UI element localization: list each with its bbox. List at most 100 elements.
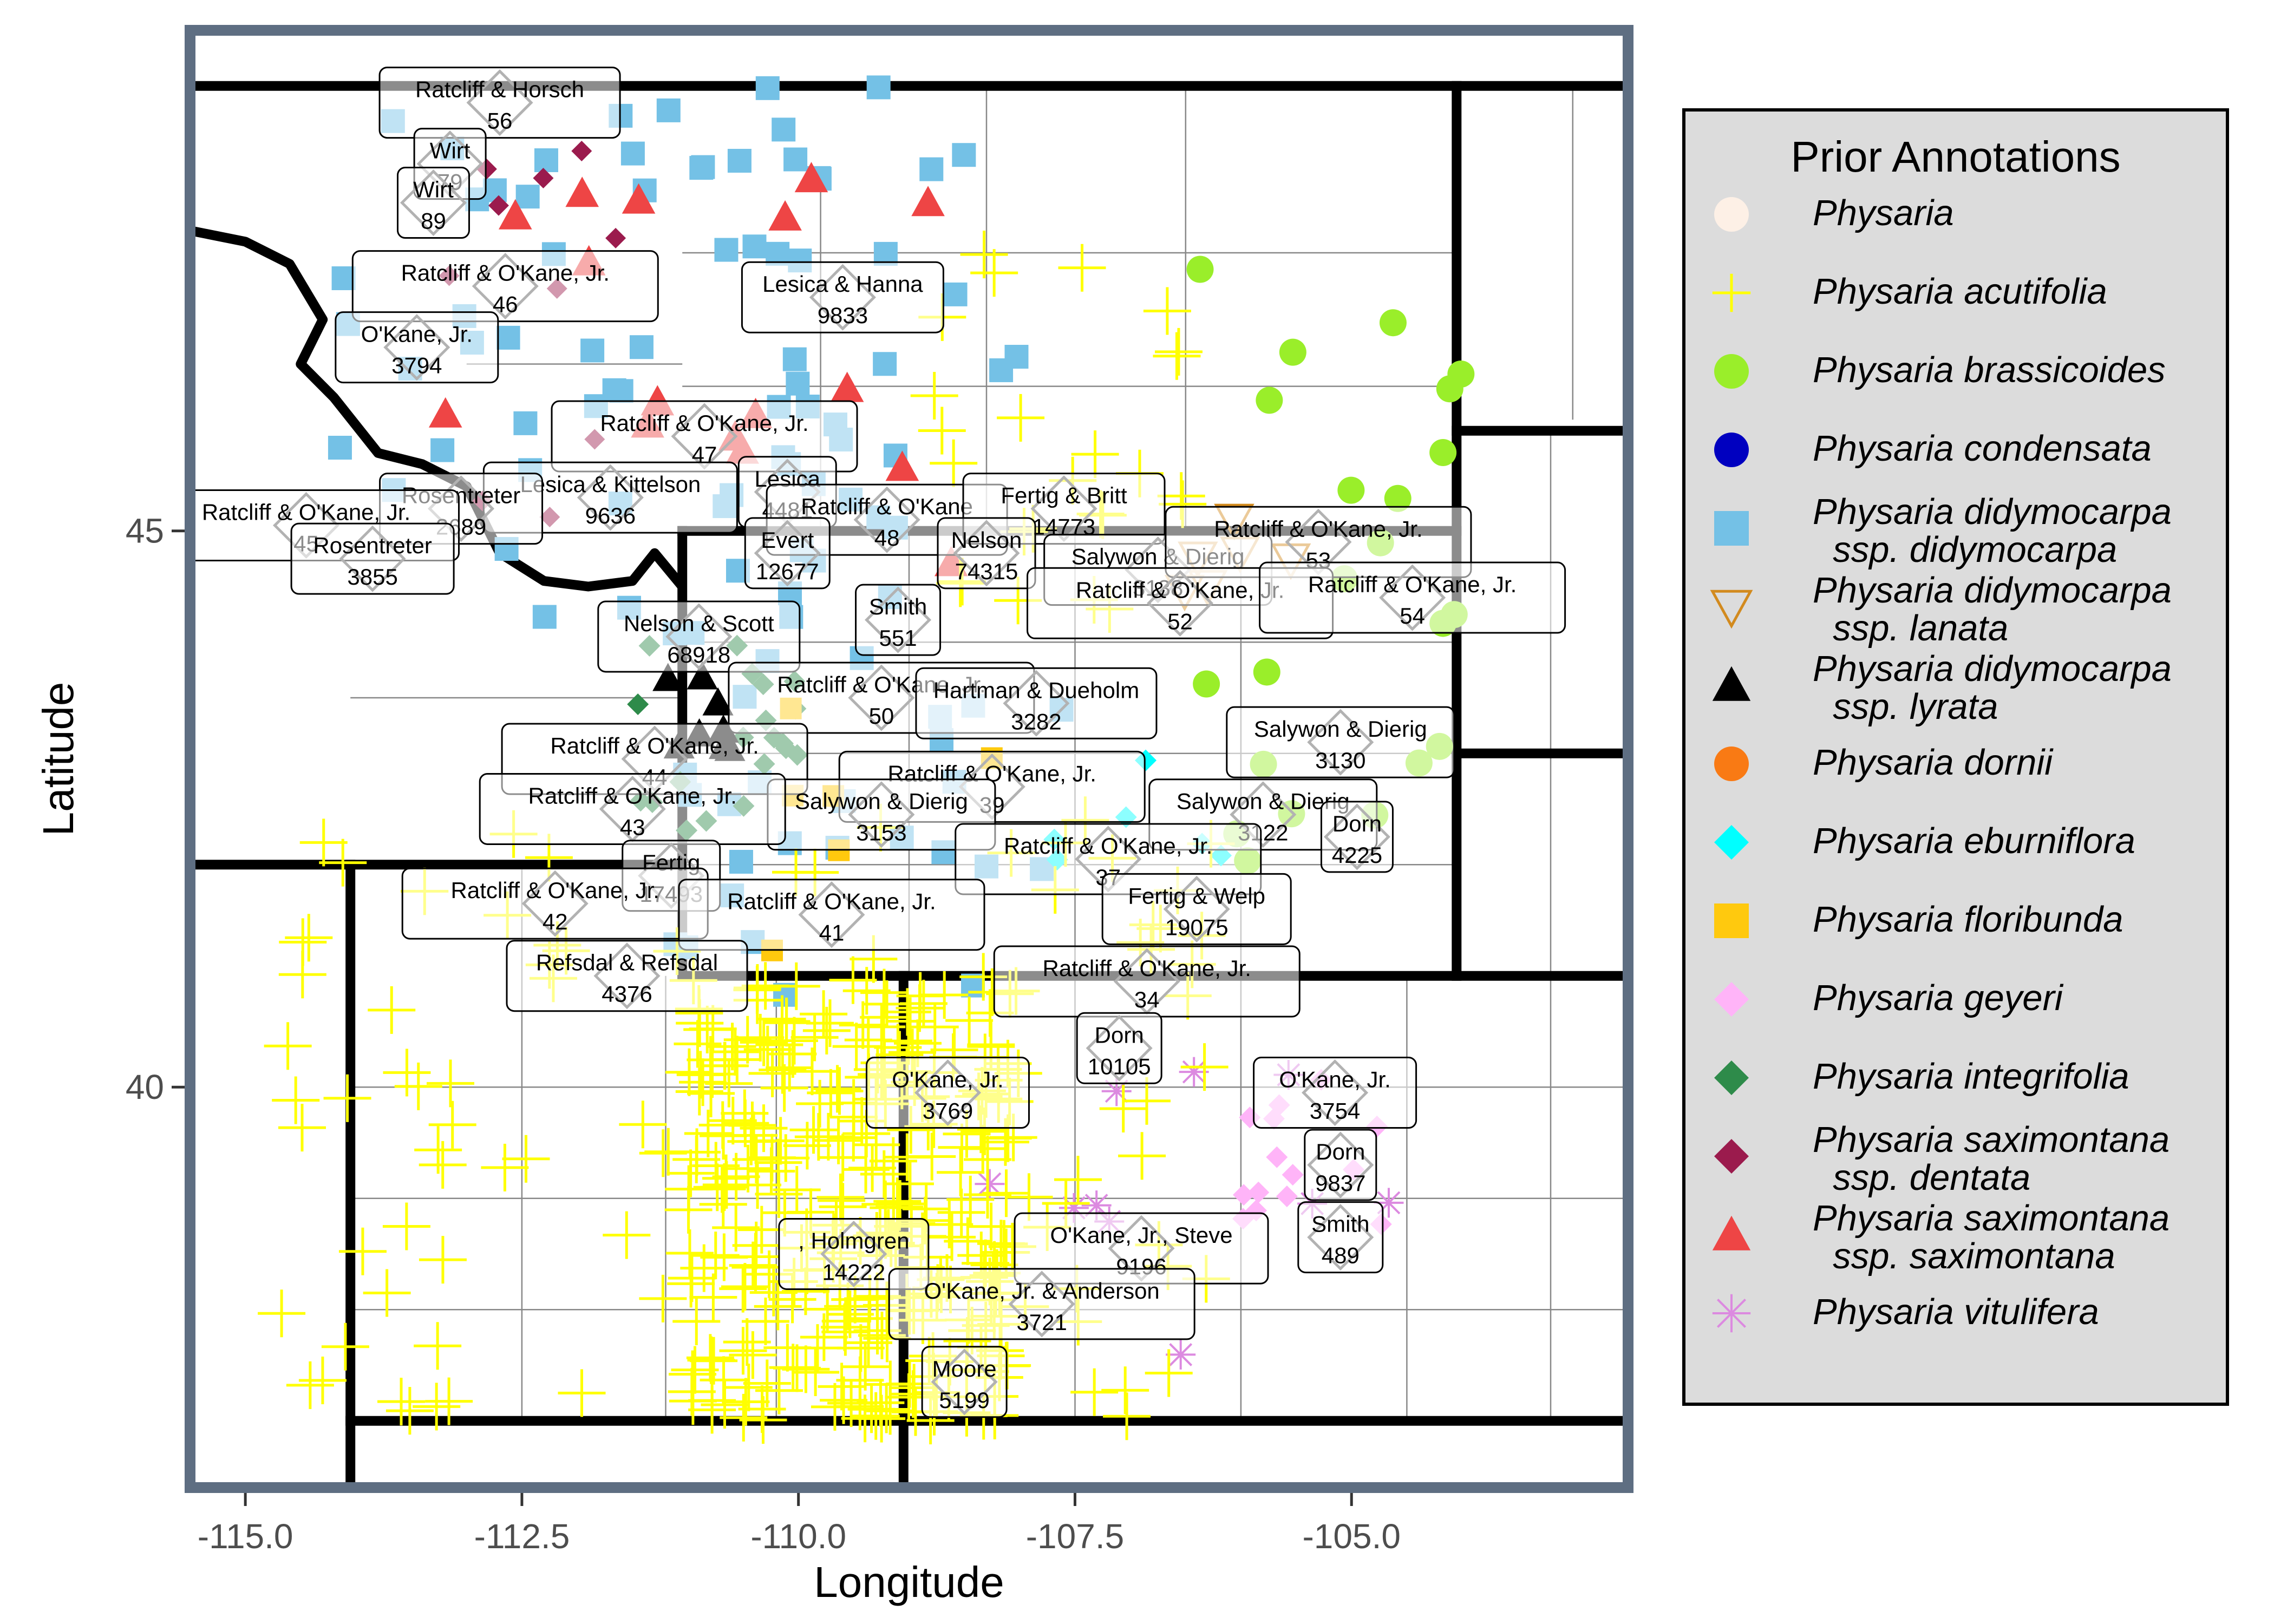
- specimen-point: [1081, 1190, 1112, 1221]
- specimen-point: [1247, 1181, 1270, 1203]
- label-name: Ratcliff & O'Kane, Jr.: [1214, 516, 1422, 541]
- label-number: 9636: [585, 503, 636, 528]
- label-name: , Holmgren: [798, 1228, 909, 1253]
- specimen-point: [910, 371, 958, 420]
- specimen-point: [264, 1022, 312, 1070]
- specimen-point: [783, 1122, 831, 1170]
- label-number: 9837: [1315, 1170, 1365, 1196]
- specimen-point: [672, 1297, 721, 1345]
- specimen-point: [1054, 1156, 1102, 1204]
- specimen-point: [482, 178, 507, 202]
- label-number: 48: [874, 525, 900, 551]
- legend-item: Physaria didymocarpa ssp. lyrata: [1685, 650, 2226, 737]
- label-name: Ratcliff & Horsch: [415, 77, 584, 102]
- specimen-point: [331, 266, 356, 291]
- specimen-point: [496, 325, 520, 350]
- specimen-point: [1276, 1186, 1298, 1208]
- specimen-point: [1233, 1184, 1255, 1206]
- specimen-point: [730, 1111, 778, 1160]
- specimen-point: [773, 1166, 821, 1214]
- specimen-point: [925, 1201, 973, 1249]
- specimen-point: [911, 1003, 959, 1051]
- legend-item: Physaria didymocarpa ssp. didymocarpa: [1685, 493, 2226, 580]
- label-box: [937, 517, 1036, 590]
- specimen-point: [272, 1076, 320, 1124]
- specimen-point: [1058, 244, 1106, 292]
- specimen-point: [620, 141, 645, 166]
- annotation-label: Dorn 9837: [1304, 1129, 1377, 1201]
- annotation-label: O'Kane, Jr. 3794: [335, 311, 499, 384]
- specimen-point: [385, 1387, 434, 1435]
- legend-title: Prior Annotations: [1791, 133, 2121, 181]
- specimen-point: [1118, 1132, 1166, 1180]
- specimen-point: [719, 1265, 767, 1313]
- label-box: [1076, 1012, 1162, 1084]
- specimen-point: [691, 155, 715, 179]
- specimen-point: [426, 1059, 474, 1108]
- specimen-point: [970, 249, 1018, 297]
- specimen-point: [1266, 1146, 1288, 1168]
- specimen-point: [866, 1387, 914, 1435]
- specimen-point: [1429, 438, 1457, 466]
- label-name: Ratcliff & O'Kane, Jr.: [528, 783, 737, 808]
- label-name: Refsdal & Refsdal: [536, 950, 718, 975]
- specimen-point: [705, 1059, 753, 1108]
- specimen-point: [1058, 1193, 1089, 1223]
- specimen-point: [975, 1169, 1005, 1199]
- specimen-point: [982, 1169, 1030, 1217]
- legend-symbol: [1712, 666, 1751, 701]
- legend-symbol: [1714, 982, 1749, 1017]
- label-number: 54: [1400, 603, 1425, 628]
- specimen-point: [743, 1359, 791, 1407]
- label-number: 74315: [955, 559, 1018, 584]
- annotation-label: Ratcliff & O'Kane, Jr. 34: [993, 945, 1301, 1018]
- specimen-point: [1103, 1392, 1151, 1440]
- annotation-label: Dorn 10105: [1076, 1012, 1162, 1084]
- label-number: 3754: [1310, 1098, 1360, 1123]
- specimen-point: [911, 186, 945, 217]
- specimen-point: [502, 1135, 550, 1183]
- specimen-point: [770, 1017, 818, 1065]
- label-number: 3855: [347, 564, 397, 590]
- specimen-point: [419, 1141, 467, 1189]
- legend-marker: [1714, 354, 1749, 389]
- legend-label: Physaria floribunda: [1813, 899, 2123, 940]
- map-layer: Ratcliff & Horsch56Wirt79Wirt89Ratcliff …: [190, 67, 1628, 1488]
- label-box: [506, 940, 748, 1012]
- specimen-point: [723, 1318, 771, 1366]
- specimen-point: [639, 1129, 687, 1177]
- legend-symbol: [1714, 1060, 1749, 1095]
- label-box: [351, 250, 659, 323]
- specimen-point: [813, 1065, 861, 1113]
- specimen-point: [763, 1324, 812, 1372]
- legend-marker: [1712, 273, 1751, 312]
- specimen-point: [960, 231, 1008, 279]
- specimen-point: [425, 1377, 473, 1425]
- specimen-point: [937, 1188, 985, 1236]
- specimen-point: [1180, 1043, 1229, 1091]
- label-number: 19075: [1165, 914, 1229, 940]
- specimen-point: [428, 1101, 476, 1149]
- specimen-point: [945, 997, 994, 1045]
- specimen-point: [873, 352, 897, 376]
- label-name: Fertig & Britt: [1001, 483, 1127, 508]
- legend-symbol: [1714, 197, 1749, 232]
- y-axis: 40 45: [126, 512, 185, 1106]
- specimen-point: [1279, 338, 1306, 366]
- specimen-point: [319, 839, 367, 887]
- annotation-label: Ratcliff & O'Kane, Jr.53: [1165, 506, 1472, 578]
- specimen-point: [762, 997, 811, 1045]
- specimen-point: [394, 1062, 442, 1110]
- specimen-point: [690, 1337, 738, 1385]
- specimen-point: [815, 1067, 864, 1115]
- specimen-point: [1101, 1366, 1149, 1415]
- y-tick-label: 40: [126, 1068, 164, 1106]
- label-number: 4225: [1332, 842, 1382, 868]
- annotation-labels: Ratcliff & Horsch56Wirt79Wirt89Ratcliff …: [190, 67, 1566, 1418]
- specimen-point: [419, 1236, 467, 1284]
- annotation-label: Dorn 4225: [1320, 801, 1394, 873]
- label-name: Wirt: [430, 138, 471, 163]
- label-name: Rosentreter: [313, 533, 432, 558]
- specimen-point: [665, 1048, 713, 1096]
- specimen-point: [742, 1298, 789, 1346]
